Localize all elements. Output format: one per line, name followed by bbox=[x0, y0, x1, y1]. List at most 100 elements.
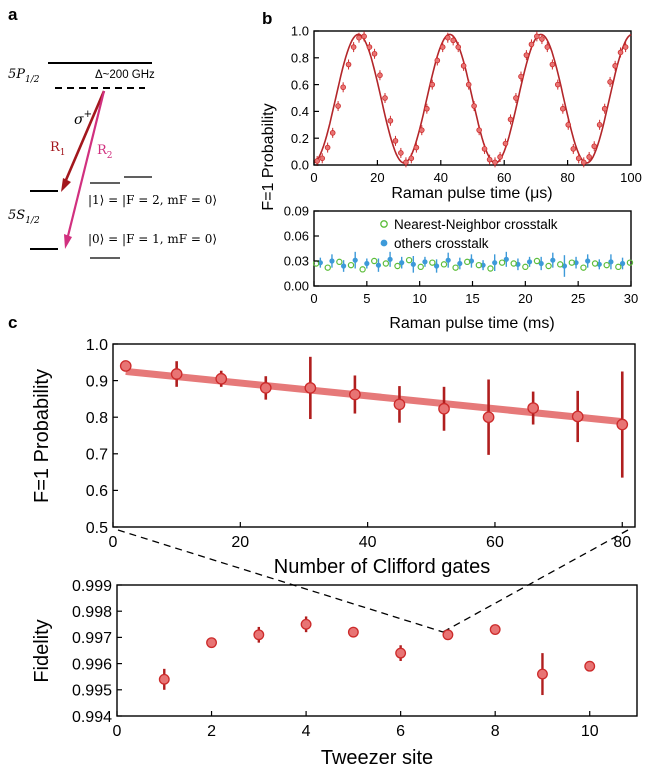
x-axis-label: Raman pulse time (ms) bbox=[389, 315, 554, 332]
rabi-data-point bbox=[413, 144, 420, 151]
beam-r2-label: R2 bbox=[97, 143, 113, 161]
rabi-data-point bbox=[418, 127, 425, 133]
others-crosstalk-point bbox=[364, 260, 370, 267]
others-crosstalk-point bbox=[445, 257, 451, 263]
y-tick-label: 0.997 bbox=[72, 630, 112, 647]
rabi-data-point bbox=[434, 57, 441, 64]
clifford-data-point bbox=[119, 360, 132, 372]
rabi-data-point bbox=[596, 122, 603, 128]
clifford-data-point bbox=[170, 368, 183, 380]
x-tick-label: 5 bbox=[363, 291, 370, 306]
y-tick-label: 0.09 bbox=[284, 204, 309, 219]
y-tick-label: 0.7 bbox=[86, 447, 108, 464]
nearest-neighbor-point bbox=[545, 262, 552, 270]
plot-frame bbox=[112, 343, 636, 528]
clifford-data-point bbox=[438, 402, 450, 415]
rabi-data-point bbox=[345, 61, 352, 68]
clifford-data-point bbox=[393, 398, 406, 411]
legend: Nearest-Neighbor crosstalk others crosst… bbox=[380, 217, 558, 251]
x-tick-label: 40 bbox=[434, 170, 448, 185]
rabi-data-point bbox=[392, 138, 399, 144]
rabi-data-point bbox=[612, 63, 618, 69]
fidelity-data-point bbox=[489, 624, 501, 635]
legend-label-nearest: Nearest-Neighbor crosstalk bbox=[394, 217, 558, 232]
y-tick-label: 0.06 bbox=[284, 229, 309, 244]
clifford-data-point bbox=[259, 382, 272, 394]
x-tick-label: 80 bbox=[613, 534, 631, 551]
fidelity-data-point bbox=[347, 626, 359, 638]
plot-frame bbox=[313, 30, 632, 166]
nearest-neighbor-point bbox=[382, 260, 390, 267]
y-tick-label: 0.6 bbox=[86, 483, 108, 500]
rabi-data-point bbox=[544, 44, 551, 50]
x-tick-label: 60 bbox=[486, 534, 504, 551]
rabi-data-point bbox=[356, 34, 362, 41]
rabi-data-point bbox=[560, 105, 566, 112]
rabi-data-point bbox=[350, 44, 357, 50]
rabi-data-point bbox=[335, 103, 341, 109]
rabi-data-point bbox=[319, 155, 326, 162]
nearest-neighbor-point bbox=[440, 261, 448, 268]
nearest-neighbor-point bbox=[615, 263, 622, 271]
fidelity-data-point bbox=[300, 618, 312, 630]
x-axis-label: Raman pulse time (μs) bbox=[391, 185, 552, 202]
y-tick-label: 0.8 bbox=[291, 50, 309, 65]
x-tick-label: 0 bbox=[310, 170, 317, 185]
fidelity-data-point bbox=[584, 660, 596, 672]
panel-label-b: b bbox=[262, 9, 272, 28]
rabi-data-point bbox=[601, 105, 608, 112]
others-crosstalk-point bbox=[457, 260, 463, 267]
panel-label-a: a bbox=[8, 5, 18, 24]
nearest-neighbor-point bbox=[580, 264, 587, 271]
raman-beam-r2-arrow bbox=[66, 90, 106, 237]
nearest-neighbor-point bbox=[347, 261, 355, 269]
beam-r1-label: R1 bbox=[50, 140, 66, 158]
x-tick-label: 80 bbox=[560, 170, 574, 185]
clifford-data-point bbox=[527, 402, 539, 414]
rabi-data-point bbox=[549, 61, 556, 68]
nearest-neighbor-point bbox=[475, 261, 483, 269]
rabi-data-point bbox=[340, 84, 346, 91]
clifford-data-point bbox=[215, 372, 228, 385]
others-crosstalk-point bbox=[375, 262, 382, 268]
legend-marker-others bbox=[380, 239, 388, 247]
nearest-neighbor-point bbox=[359, 266, 366, 273]
others-crosstalk-point bbox=[340, 263, 347, 269]
y-tick-label: 0.00 bbox=[284, 279, 309, 294]
rabi-fit-curve bbox=[313, 33, 632, 164]
nearest-neighbor-point bbox=[510, 260, 517, 267]
rabi-data-point bbox=[361, 33, 367, 40]
others-crosstalk-point bbox=[352, 257, 358, 263]
nearest-neighbor-point bbox=[591, 260, 599, 267]
rabi-data-point bbox=[460, 63, 467, 69]
rabi-data-point bbox=[403, 159, 409, 166]
x-tick-label: 0 bbox=[310, 291, 317, 306]
y-tick-label: 0.9 bbox=[86, 373, 108, 390]
y-axis-label: Fidelity bbox=[31, 619, 53, 682]
y-tick-label: 0.5 bbox=[86, 520, 108, 537]
rabi-data-point bbox=[523, 52, 530, 58]
rabi-data-point bbox=[371, 50, 378, 57]
x-tick-label: 20 bbox=[370, 170, 384, 185]
others-crosstalk-point bbox=[387, 256, 393, 262]
y-tick-label: 1.0 bbox=[291, 24, 309, 39]
others-crosstalk-point bbox=[399, 260, 405, 266]
y-tick-label: 0.995 bbox=[72, 683, 112, 700]
rabi-data-point bbox=[465, 81, 472, 88]
excited-state-label: 5P1/2 bbox=[8, 67, 40, 85]
y-tick-label: 0.998 bbox=[72, 604, 112, 621]
fidelity-chart: 0 2 4 6 8 10 0.994 0.995 0.996 0.997 0.998 0.999 T… bbox=[31, 578, 638, 769]
others-crosstalk-point bbox=[422, 259, 428, 265]
fidelity-data-point bbox=[158, 673, 170, 685]
x-tick-label: 10 bbox=[412, 291, 426, 306]
x-tick-label: 10 bbox=[581, 723, 599, 740]
rabi-data-point bbox=[476, 127, 482, 133]
y-tick-label: 0.994 bbox=[72, 709, 112, 726]
x-tick-label: 100 bbox=[620, 170, 642, 185]
plot-frame bbox=[116, 584, 638, 717]
rabi-oscillation-chart: 0 20 40 60 80 100 0.0 0.2 0.4 0.6 0.8 1.0 Raman pu… bbox=[260, 24, 642, 211]
others-crosstalk-point bbox=[503, 256, 509, 262]
rabi-data-point bbox=[444, 34, 451, 41]
rabi-data-point bbox=[329, 130, 336, 136]
y-tick-label: 0.2 bbox=[291, 131, 309, 146]
